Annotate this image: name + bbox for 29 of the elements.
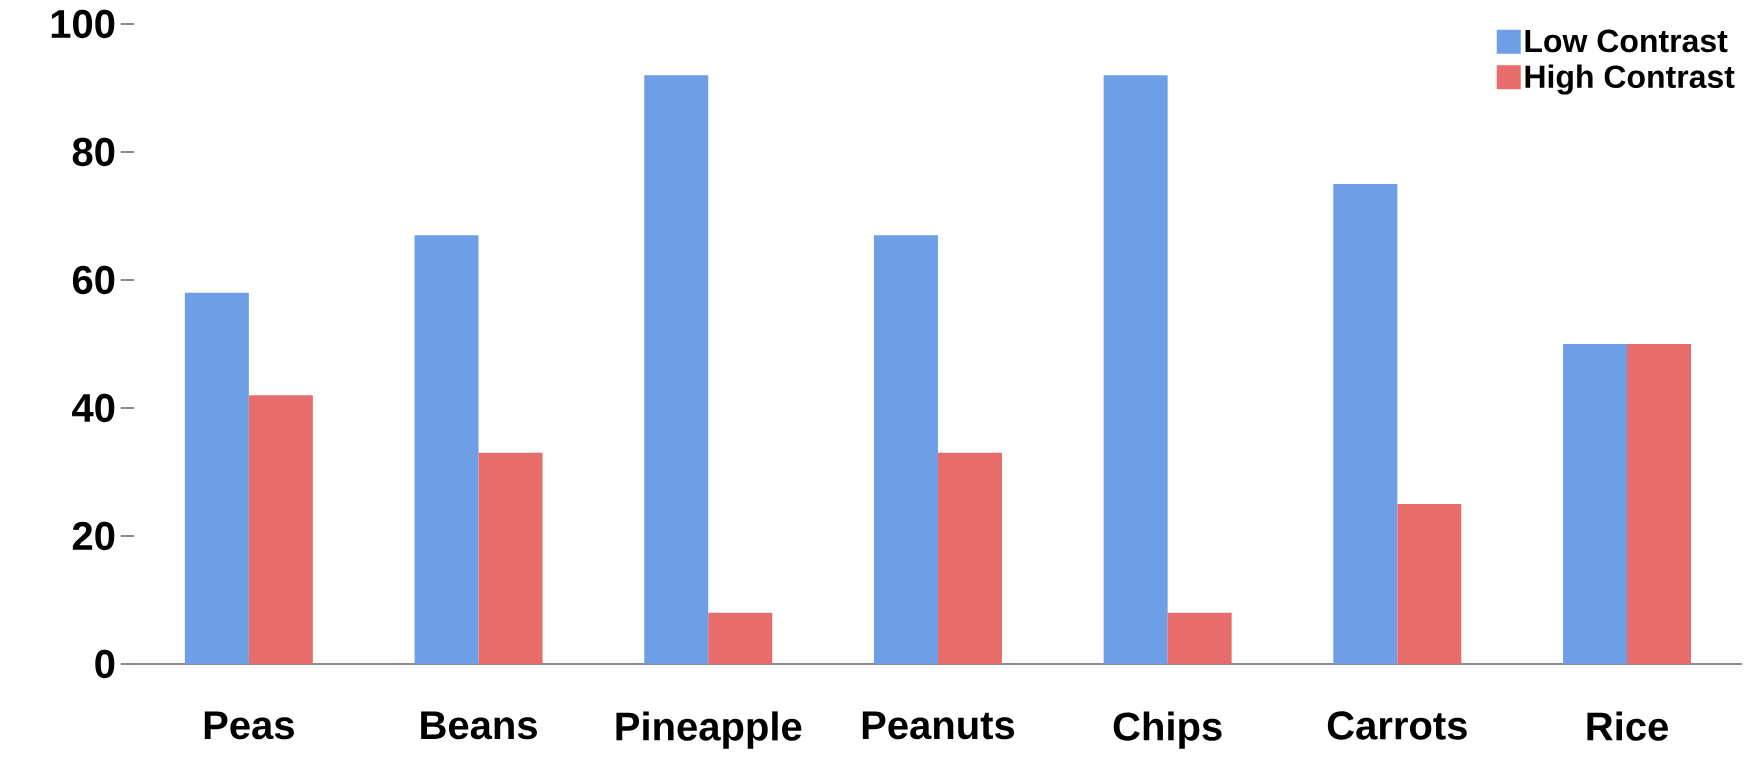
bar [1563,344,1628,664]
bar [248,395,313,664]
legend-label: Low Contrast [1525,29,1728,53]
legend-label: High Contrast [1525,64,1735,95]
x-tick-label: Carrots [1327,711,1467,740]
y-tick-label: 20 [72,521,115,551]
x-tick-label: Chips [1113,711,1222,749]
x-tick-label: Pineapple [616,711,802,749]
bar [478,452,543,664]
bar [184,292,249,664]
bar [708,612,773,664]
bar [873,235,938,664]
y-tick-label: 40 [72,393,115,423]
x-tick-label: Peas [204,711,294,740]
bar [1397,504,1462,664]
x-tick-label: Rice [1587,711,1668,741]
bar [1627,344,1692,664]
y-tick-label: 0 [95,649,115,679]
x-tick-label: Peanuts [862,711,1015,740]
bar [1103,75,1168,664]
y-tick-label: 60 [72,265,115,295]
bar [1333,184,1398,664]
x-tick-label: Beans [421,711,537,740]
bar [414,235,479,664]
bar [1167,612,1232,664]
y-tick-label: 80 [72,137,115,167]
bar [937,452,1002,664]
y-tick-label: 100 [51,9,115,39]
bar [644,75,709,664]
